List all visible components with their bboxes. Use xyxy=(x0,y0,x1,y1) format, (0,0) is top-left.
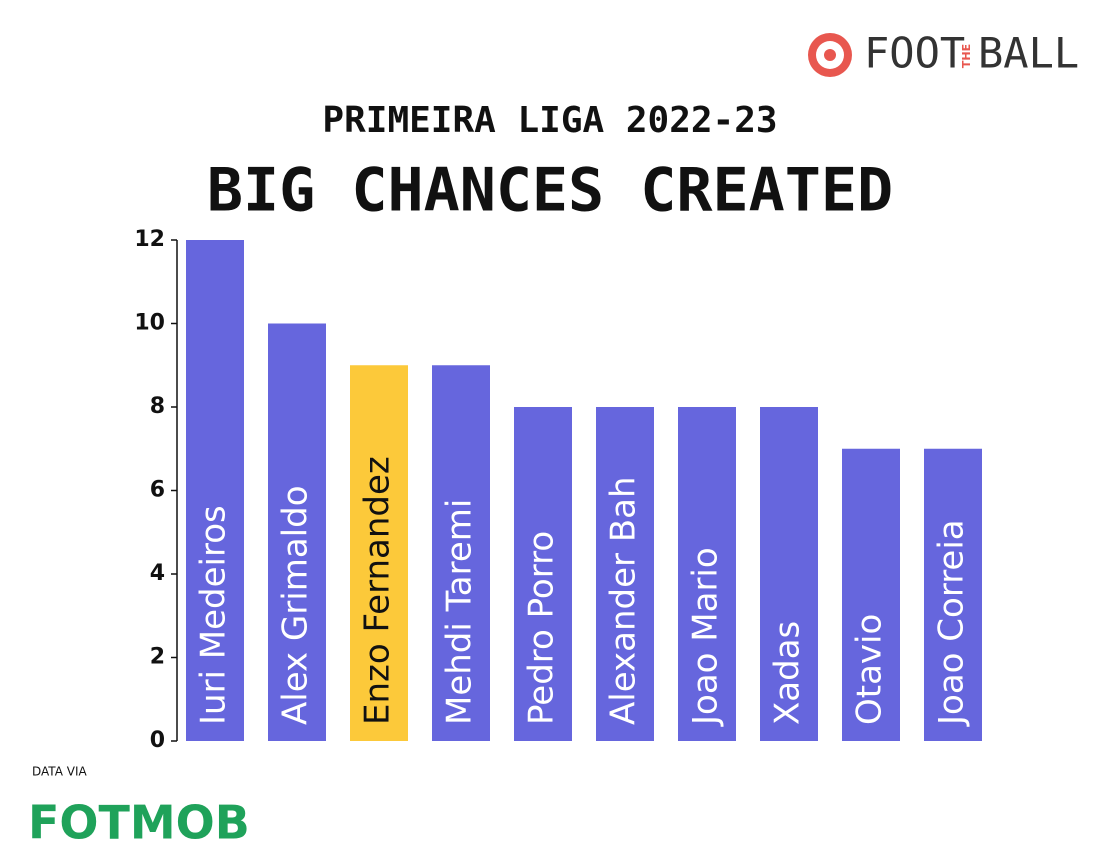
bar xyxy=(186,240,244,741)
y-tick-label: 6 xyxy=(150,478,165,503)
brand-icon-dot xyxy=(824,49,836,61)
y-tick-label: 0 xyxy=(150,728,165,753)
bar xyxy=(596,407,654,741)
bar-label: Alex Grimaldo xyxy=(276,485,316,725)
chart-title: BIG CHANCES CREATED xyxy=(207,156,893,226)
bar xyxy=(350,365,408,741)
bar xyxy=(514,407,572,741)
brand-ball: BALL xyxy=(978,29,1079,78)
source-prefix: DATA VIA xyxy=(32,765,87,779)
brand-foot: FOOT xyxy=(864,29,965,78)
y-tick-label: 4 xyxy=(150,561,165,586)
bar-label: Iuri Medeiros xyxy=(194,505,234,725)
bar-label: Enzo Fernandez xyxy=(358,456,398,725)
bar xyxy=(268,323,326,741)
brand-the: THE xyxy=(960,44,973,68)
bar-label: Alexander Bah xyxy=(604,476,644,725)
y-tick-label: 8 xyxy=(150,394,165,419)
bar xyxy=(842,448,900,741)
chart-subtitle: PRIMEIRA LIGA 2022-23 xyxy=(322,100,777,141)
bar-label: Xadas xyxy=(768,621,808,725)
bar-label: Mehdi Taremi xyxy=(440,499,480,725)
bar xyxy=(924,448,982,741)
y-tick-label: 2 xyxy=(150,645,165,670)
y-tick-label: 10 xyxy=(134,311,165,336)
bar xyxy=(760,407,818,741)
bar-label: Pedro Porro xyxy=(522,531,562,725)
source: FOTMOB xyxy=(28,796,250,850)
bar-label: Joao Correia xyxy=(932,519,972,727)
bar-label: Joao Mario xyxy=(686,547,726,727)
bar xyxy=(432,365,490,741)
bar xyxy=(678,407,736,741)
bar-label: Otavio xyxy=(850,614,890,725)
y-tick-label: 12 xyxy=(134,227,165,252)
